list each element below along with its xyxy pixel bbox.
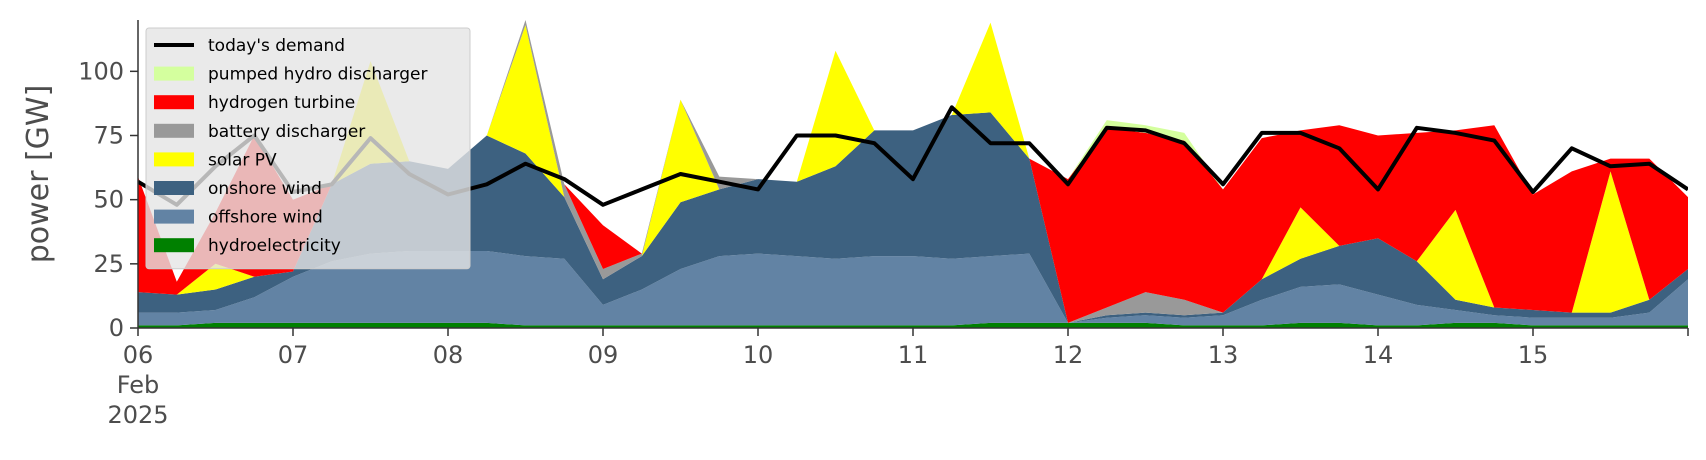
legend-label-offshore-wind: offshore wind [208, 208, 323, 228]
legend-label-today-s-demand: today's demand [208, 36, 345, 56]
x-tick-label: Feb [117, 371, 160, 399]
legend-swatch-hydroelectricity [154, 238, 194, 253]
legend-label-solar-pv: solar PV [208, 150, 277, 170]
x-tick-label: 13 [1208, 341, 1239, 369]
x-tick-label: 08 [433, 341, 464, 369]
y-tick-label: 0 [109, 314, 124, 342]
x-tick-label: 11 [898, 341, 929, 369]
x-tick-label: 07 [278, 341, 309, 369]
y-tick-label: 25 [93, 250, 124, 278]
x-tick-label: 09 [588, 341, 619, 369]
x-tick-label: 15 [1518, 341, 1549, 369]
x-tick-label: 12 [1053, 341, 1084, 369]
x-tick-label: 14 [1363, 341, 1394, 369]
legend-label-pumped-hydro-discharger: pumped hydro discharger [208, 65, 427, 85]
x-tick-label: 10 [743, 341, 774, 369]
y-tick-label: 75 [93, 122, 124, 150]
legend-label-battery-discharger: battery discharger [208, 122, 365, 142]
x-tick-label: 06 [123, 341, 154, 369]
y-tick-label: 100 [78, 57, 124, 85]
area-offshore-wind [138, 251, 1688, 326]
legend: today's demand pumped hydro discharger hyd… [145, 27, 471, 270]
area-hydrogen-turbine [138, 20, 1688, 323]
legend-box [145, 27, 471, 270]
legend-label-hydrogen-turbine: hydrogen turbine [208, 93, 355, 113]
y-tick-label: 50 [93, 186, 124, 214]
area-hydroelectricity [138, 322, 1688, 328]
legend-swatch-pumped-hydro-discharger [154, 66, 194, 81]
legend-swatch-offshore-wind [154, 209, 194, 224]
legend-label-onshore-wind: onshore wind [208, 179, 322, 199]
legend-swatch-battery-discharger [154, 123, 194, 138]
legend-swatch-hydrogen-turbine [154, 95, 194, 110]
legend-swatch-solar-pv [154, 152, 194, 167]
y-axis-title: power [GW] [21, 85, 56, 264]
x-tick-label: 2025 [107, 401, 168, 429]
legend-label-hydroelectricity: hydroelectricity [208, 236, 341, 256]
legend-swatch-onshore-wind [154, 181, 194, 195]
area-solar-pv [138, 22, 1688, 323]
